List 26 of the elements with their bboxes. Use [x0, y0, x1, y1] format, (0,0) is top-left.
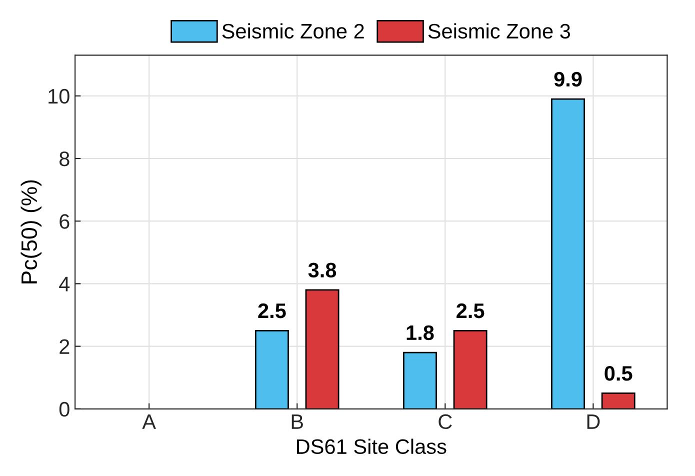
bar: [551, 98, 585, 409]
legend-label: Seismic Zone 2: [222, 23, 364, 39]
bar: [453, 330, 488, 409]
x-axis-title: DS61 Site Class: [297, 438, 446, 454]
x-tick-label: B: [292, 414, 303, 429]
y-tick-label: 10: [48, 88, 70, 104]
legend-label: Seismic Zone 3: [428, 23, 570, 39]
y-tick-label: 4: [59, 276, 70, 292]
data-label: 1.8: [406, 325, 434, 340]
x-tick-label: A: [142, 414, 156, 429]
y-tick-label: 8: [60, 152, 70, 166]
bar: [305, 289, 340, 409]
y-tick-label: 2: [60, 339, 70, 354]
y-tick-label: 6: [60, 214, 70, 229]
data-label: 2.5: [258, 303, 286, 318]
data-label: 3.8: [308, 262, 336, 278]
bar: [403, 352, 437, 409]
x-tick-label: C: [438, 414, 452, 430]
data-label: 2.5: [456, 303, 484, 318]
bar: [254, 330, 289, 409]
x-tick-label: D: [587, 414, 600, 429]
y-tick-label: 0: [59, 402, 70, 417]
data-label: 0.5: [604, 366, 632, 381]
y-axis-title: Pc(50) (%): [20, 180, 42, 284]
bar: [601, 392, 636, 409]
data-label: 9.9: [554, 72, 582, 87]
